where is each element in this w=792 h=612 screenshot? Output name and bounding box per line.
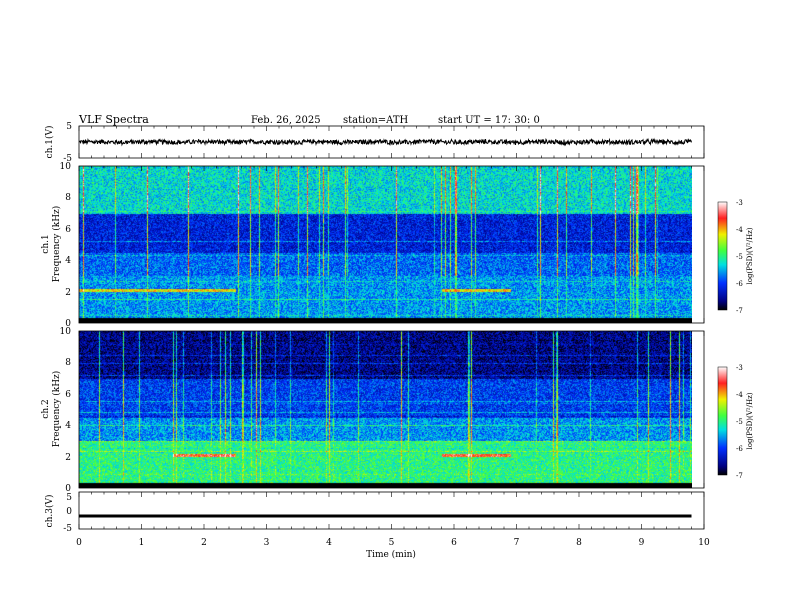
ch3-waveform-panel: 5 0 -5 ch.3(V) 0 1 2 3 4 5 6 7 8 9 10 Time (min) [44, 491, 710, 560]
ch3-waveform-ylabel: ch.3(V) [44, 495, 55, 528]
ch2-colorbar-label: log(PSD)(V²/Hz) [746, 392, 754, 449]
ch2-ytick-0: 0 [65, 484, 71, 494]
ch1-cbar-tick-3: -3 [736, 199, 743, 207]
ch2-ytick-2: 2 [65, 453, 71, 463]
date-label: Feb. 26, 2025 [251, 115, 321, 126]
ch1-ytick-top: 5 [66, 122, 72, 132]
x-tick-label-8: 8 [576, 538, 582, 548]
ch1-spectrogram-image-holder [79, 166, 692, 323]
ch2-cbar-tick-4: -4 [736, 391, 743, 399]
ch1-cbar-tick-6: -6 [736, 280, 743, 288]
ch1-ytick-2: 2 [65, 288, 71, 298]
ch1-waveform-ylabel: ch.1(V) [44, 126, 55, 159]
ch1-cbar-tick-7: -7 [736, 307, 743, 315]
x-tick-label-6: 6 [451, 538, 457, 548]
start-time-label: start UT = 17: 30: 0 [438, 115, 540, 126]
ch1-spectrogram-yticks: 0 2 4 6 8 10 [60, 162, 72, 329]
ch1-waveform-panel: 5 -5 ch.1(V) [44, 122, 705, 164]
ch2-spectrogram-xticks [78, 331, 705, 488]
x-tick-label-0: 0 [76, 538, 82, 548]
ch2-spectrogram-ylabel-frequency: Frequency (kHz) [51, 371, 62, 448]
ch2-cbar-tick-3: -3 [736, 364, 743, 372]
ch1-spectrogram-xticks [78, 166, 705, 323]
x-tick-label-3: 3 [264, 538, 270, 548]
ch3-waveform-frame [78, 491, 705, 530]
ch3-ytick-5: 5 [66, 493, 72, 503]
x-tick-label-10: 10 [698, 538, 710, 548]
ch1-cbar-tick-4: -4 [736, 226, 743, 234]
ch1-ytick-8: 8 [65, 193, 71, 203]
x-tick-label-5: 5 [389, 538, 395, 548]
ch1-colorbar [717, 201, 728, 311]
ch1-ytick-4: 4 [65, 256, 71, 266]
ch1-ytick-10: 10 [60, 162, 72, 172]
ch2-cbar-tick-7: -7 [736, 472, 743, 480]
x-tick-label-9: 9 [639, 538, 645, 548]
figure-title: VLF Spectra [78, 113, 149, 126]
ch1-waveform-xticks [78, 126, 705, 158]
ch1-cbar-tick-5: -5 [736, 253, 743, 261]
ch2-spectrogram-image-holder [79, 331, 692, 488]
x-tick-label-1: 1 [139, 538, 145, 548]
ch2-spectrogram-yticks: 0 2 4 6 8 10 [60, 327, 72, 494]
ch2-ytick-6: 6 [65, 390, 71, 400]
ch3-ytick-neg5: -5 [63, 524, 72, 534]
ch3-waveform-xticks [78, 492, 705, 529]
ch1-spectrogram-heatmap [79, 166, 692, 323]
time-axis-label: Time (min) [366, 549, 416, 560]
ch2-spectrogram-panel: 0 2 4 6 8 10 ch.2 Frequency (kHz) -3 -4 … [41, 327, 754, 494]
ch2-spectrogram-heatmap [79, 331, 692, 488]
ch2-spectrogram-ylabel-channel: ch.2 [41, 399, 51, 418]
x-tick-label-2: 2 [201, 538, 207, 548]
x-tick-label-7: 7 [514, 538, 520, 548]
ch2-colorbar [717, 366, 728, 476]
ch1-spectrogram-ylabel-frequency: Frequency (kHz) [51, 206, 62, 283]
ch3-ytick-0: 0 [66, 507, 72, 517]
ch2-ytick-4: 4 [65, 421, 71, 431]
ch2-cbar-tick-5: -5 [736, 418, 743, 426]
station-label: station=ATH [343, 115, 409, 126]
x-tick-label-4: 4 [326, 538, 332, 548]
ch1-ytick-0: 0 [65, 319, 71, 329]
ch1-spectrogram-panel: 0 2 4 6 8 10 ch.1 Frequency (kHz) -3 -4 … [41, 162, 754, 329]
ch1-ytick-6: 6 [65, 225, 71, 235]
ch1-colorbar-label: log(PSD)(V²/Hz) [746, 227, 754, 284]
ch2-ytick-8: 8 [65, 358, 71, 368]
ch2-ytick-10: 10 [60, 327, 72, 337]
ch1-spectrogram-ylabel-channel: ch.1 [41, 234, 51, 253]
header: VLF Spectra Feb. 26, 2025 station=ATH st… [78, 113, 540, 126]
ch1-waveform-trace [78, 137, 692, 147]
time-axis-tick-labels: 0 1 2 3 4 5 6 7 8 9 10 [76, 538, 710, 548]
ch2-cbar-tick-6: -6 [736, 445, 743, 453]
ch1-ytick-bottom: -5 [63, 154, 72, 164]
